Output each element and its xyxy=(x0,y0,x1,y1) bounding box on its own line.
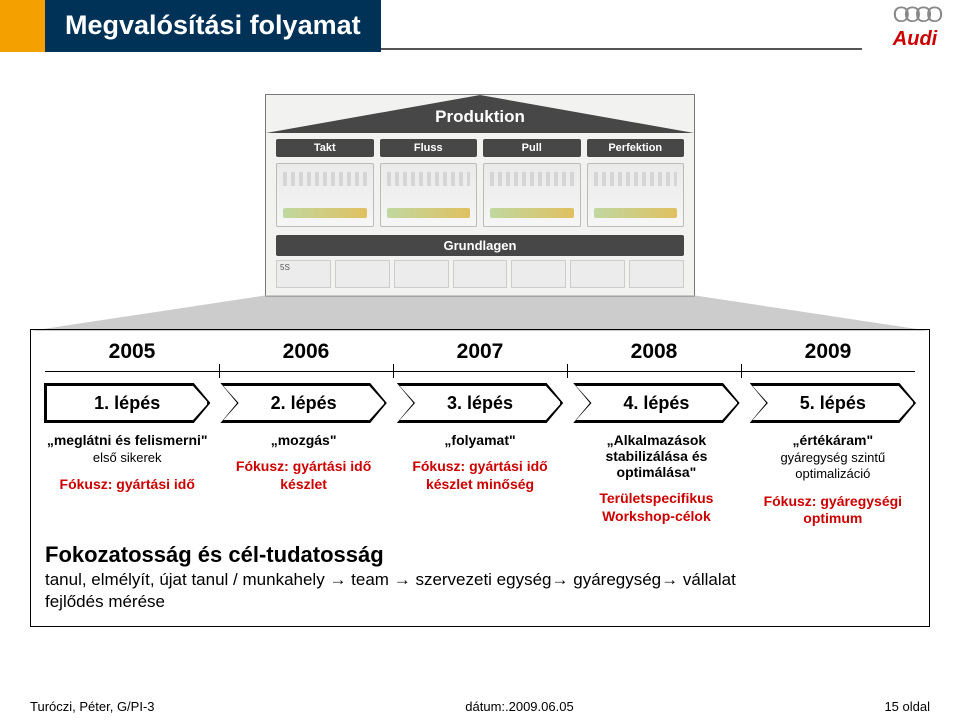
foundation-cell xyxy=(511,260,566,288)
pillar-perfektion: Perfektion xyxy=(587,139,685,157)
steps-row: 1. lépés „meglátni és felismerni" első s… xyxy=(45,384,915,528)
pillar-takt: Takt xyxy=(276,139,374,157)
pillar-body xyxy=(380,163,478,227)
summary-body: tanul, elmélyít, újat tanul / munkahely … xyxy=(45,570,915,590)
year-label: 2005 xyxy=(45,340,219,364)
year-label: 2009 xyxy=(741,340,915,364)
step-3: 3. lépés „folyamat" Fókusz: gyártási idő… xyxy=(398,384,562,528)
pillar-body xyxy=(276,163,374,227)
foundation-cell xyxy=(335,260,390,288)
foundation-label: Grundlagen xyxy=(276,235,684,256)
year-row: 2005 2006 2007 2008 2009 xyxy=(45,340,915,364)
step-sub: gyáregység szintű optimalizáció xyxy=(751,450,915,483)
pillar-body xyxy=(587,163,685,227)
foundation-cell xyxy=(570,260,625,288)
step-motto: „Alkalmazások stabilizálása és optimálás… xyxy=(574,432,738,480)
pillar-body xyxy=(483,163,581,227)
header-rule xyxy=(381,0,870,52)
step-label: 5. lépés xyxy=(800,393,866,414)
step-focus: Fókusz: gyártási idő xyxy=(45,476,209,494)
year-label: 2006 xyxy=(219,340,393,364)
footer-author: Turóczi, Péter, G/PI-3 xyxy=(30,699,155,714)
step-sub: első sikerek xyxy=(45,450,209,466)
summary-line2: fejlődés mérése xyxy=(45,592,915,612)
connector-trapezoid xyxy=(0,295,960,329)
foundation-cell xyxy=(394,260,449,288)
step-motto: „meglátni és felismerni" xyxy=(45,432,209,448)
step-5: 5. lépés „értékáram" gyáregység szintű o… xyxy=(751,384,915,528)
page-title: Megvalósítási folyamat xyxy=(45,0,381,52)
step-motto: „mozgás" xyxy=(221,432,385,448)
step-label: 3. lépés xyxy=(447,393,513,414)
footer-date: dátum:.2009.06.05 xyxy=(465,699,573,714)
tick-row xyxy=(45,364,915,378)
step-1: 1. lépés „meglátni és felismerni" első s… xyxy=(45,384,209,528)
house-diagram: Produktion Takt Fluss Pull Perfektion Gr… xyxy=(265,94,695,297)
header: Megvalósítási folyamat OOOO Audi xyxy=(0,0,960,90)
summary-heading: Fokozatosság és cél-tudatosság xyxy=(45,542,915,568)
footer: Turóczi, Péter, G/PI-3 dátum:.2009.06.05… xyxy=(30,699,930,714)
step-focus: Területspecifikus Workshop-célok xyxy=(574,490,738,525)
audi-wordmark: Audi xyxy=(870,28,960,51)
year-label: 2007 xyxy=(393,340,567,364)
foundation-cell xyxy=(453,260,508,288)
summary-block: Fokozatosság és cél-tudatosság tanul, el… xyxy=(45,542,915,612)
foundation-cells: 5S xyxy=(276,260,684,288)
step-2: 2. lépés „mozgás" Fókusz: gyártási idő k… xyxy=(221,384,385,528)
foundation-cell xyxy=(629,260,684,288)
house-roof: Produktion xyxy=(266,95,694,133)
audi-rings-icon: OOOO xyxy=(870,2,960,28)
step-label: 1. lépés xyxy=(94,393,160,414)
accent-block xyxy=(0,0,45,52)
step-motto: „folyamat" xyxy=(398,432,562,448)
step-4: 4. lépés „Alkalmazások stabilizálása és … xyxy=(574,384,738,528)
brand-logo: OOOO Audi xyxy=(870,0,960,51)
pillar-pull: Pull xyxy=(483,139,581,157)
step-label: 4. lépés xyxy=(623,393,689,414)
step-focus: Fókusz: gyártási idő készlet xyxy=(221,458,385,493)
timeline-panel: 2005 2006 2007 2008 2009 1. lépés „meglá… xyxy=(30,329,930,627)
pillar-fluss: Fluss xyxy=(380,139,478,157)
year-label: 2008 xyxy=(567,340,741,364)
step-focus: Fókusz: gyáregységi optimum xyxy=(751,493,915,528)
foundation-cell: 5S xyxy=(276,260,331,288)
footer-page: 15 oldal xyxy=(884,699,930,714)
step-label: 2. lépés xyxy=(271,393,337,414)
step-motto: „értékáram" xyxy=(751,432,915,448)
step-focus: Fókusz: gyártási idő készlet minőség xyxy=(398,458,562,493)
